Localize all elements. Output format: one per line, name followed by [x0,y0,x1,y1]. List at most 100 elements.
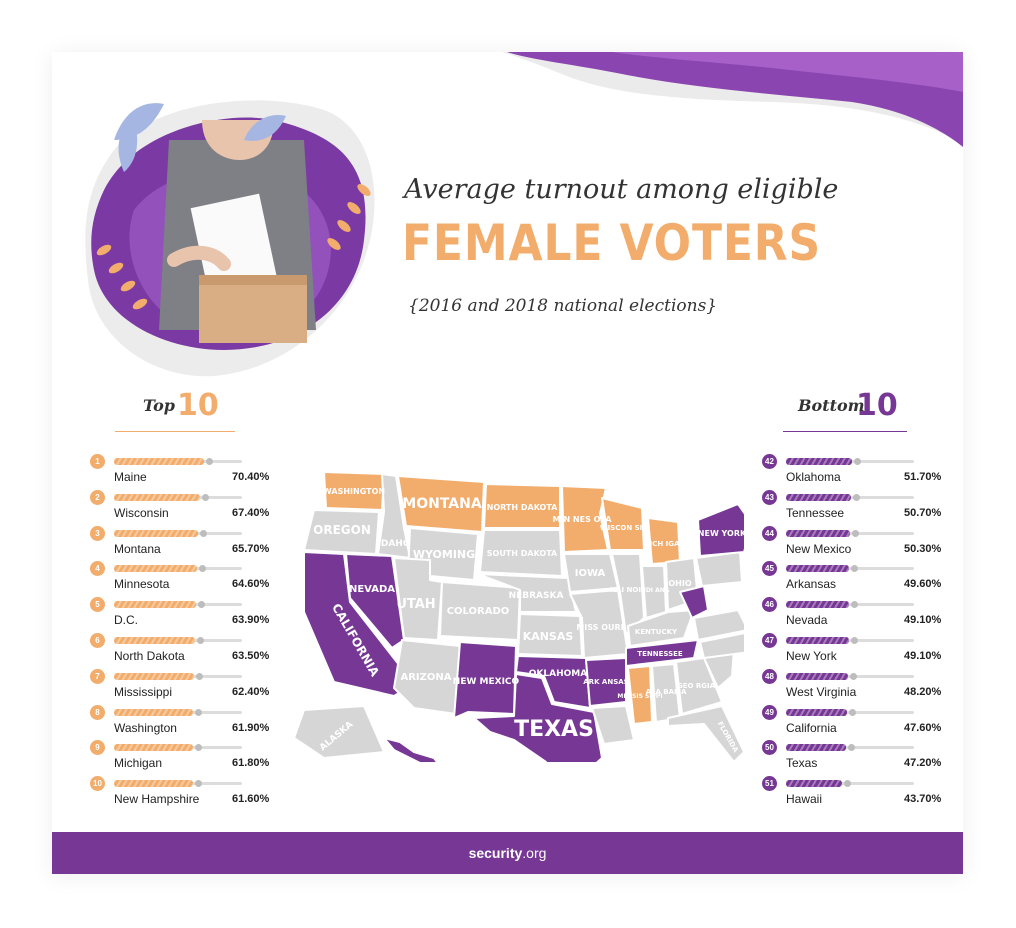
top10-value-label: 63.90% [232,614,270,627]
top10-state-name: North Dakota [114,649,185,663]
top10-row: 9 Michigan 61.80% [90,740,269,776]
top10-state-name: Montana [114,541,161,556]
top10-rank-badge: 10 [90,776,105,792]
top10-rank-badge: 6 [90,633,105,648]
bottom10-bar [786,637,849,644]
bottom10-bar [786,708,847,716]
state-north-dakota [483,483,561,529]
bottom10-state-name: Nevada [786,613,828,628]
top10-bar-knob [195,672,203,680]
state-alaska [293,705,385,759]
bottom10-bar-knob [852,493,860,501]
bottom10-heading: Bottom 10 [783,388,907,432]
label-missouri: MISS OURI [576,623,623,632]
top10-bar [114,601,196,609]
bottom10-bar-knob [848,708,856,716]
top10-row: 8 Washington 61.90% [90,704,269,741]
bottom10-row: 44 New Mexico 50.30% [762,525,941,562]
bottom10-value-label: 43.70% [904,793,942,806]
label-georgia: GEO RGIA [677,682,716,690]
label-utah: UTAH [396,597,435,612]
top10-bar [114,672,194,680]
label-south-dakota: SOUTH DAKOTA [487,549,558,558]
state-kentucky [627,609,695,647]
state-montana [397,475,485,533]
state-minnesota [561,485,609,553]
state-nebraska [477,573,577,613]
top10-row: 6 North Dakota 63.50% [90,633,269,669]
bottom10-bar [786,672,848,680]
bottom10-state-name: Arkansas [786,577,837,592]
bottom10-state-name: Texas [786,756,818,771]
bottom10-value-label: 47.20% [904,757,942,770]
bottom10-rank-badge: 46 [762,597,777,613]
bottom10-bar-track [786,565,914,573]
bottom10-bar [786,458,853,465]
bottom10-bar [786,565,850,573]
label-nevada: NEVADA [349,584,395,595]
top10-bar-track [114,493,242,501]
state-kansas [517,613,583,657]
bottom10-bar-knob [848,744,856,752]
top10-bar-knob [198,565,206,573]
bottom10-value-label: 47.60% [904,721,942,734]
bottom10-bar-knob [850,637,858,644]
title-line1: Average turnout among eligible [404,174,839,205]
label-washington: WASHINGTON [323,487,385,496]
top10-value-label: 62.40% [232,685,270,698]
label-tennessee: TENNESSEE [637,650,683,658]
top10-state-name: Mississippi [114,684,173,699]
label-kentucky: KENTUCKY [635,628,678,636]
top10-state-name: Minnesota [114,577,170,592]
top10-row: 4 Minnesota 64.60% [90,561,269,597]
bottom10-state-name: Hawaii [786,792,823,807]
top10-rank-badge: 7 [90,668,105,684]
bottom10-row: 50 Texas 47.20% [762,740,941,776]
bottom10-row: 49 California 47.60% [762,704,941,741]
label-arizona: ARIZONA [400,672,451,683]
bottom10-bar [786,744,847,752]
label-oregon: OREGON [313,523,371,537]
footer-bar: security.org [52,832,963,874]
bottom10-bar [786,493,851,501]
bottom10-bar-track [786,493,914,501]
state-pennsylvania [695,551,743,587]
state-mississippi [627,665,653,725]
bottom10-bar-track [786,672,914,680]
top10-bar-track [114,672,242,680]
top10-bar-track [114,637,242,644]
label-michigan: MICH IGAN [643,540,686,548]
top10-rank-badge: 8 [90,704,105,720]
bottom10-rank-badge: 51 [762,776,777,792]
top10-bar [114,529,199,537]
label-wisconsin: WISCON SIN [600,524,648,532]
label-oklahoma: OKLAHOMA [529,669,587,679]
label-colorado: COLORADO [447,606,510,617]
bottom10-bar-knob [843,780,851,788]
label-wyoming: WYOMING [413,548,475,561]
top10-bar [114,708,194,716]
state-georgia [675,657,723,715]
bottom10-value-label: 48.20% [904,685,942,698]
bottom10-bar-track [786,637,914,644]
label-iowa: IOWA [575,568,606,579]
state-missouri [569,589,629,659]
top10-state-name: New Hampshire [114,792,200,807]
top10-row: 10 New Hampshire 61.60% [90,776,269,812]
bottom10-rank-badge: 48 [762,668,777,684]
top10-value-label: 67.40% [232,506,270,519]
state-texas [473,673,603,762]
bottom10-bar [786,529,851,537]
brand-logo: security.org [52,832,963,874]
state-virginia [693,609,744,641]
state-new-york [697,503,744,557]
bottom10-rank-badge: 43 [762,489,777,505]
bottom10-bar [786,780,842,788]
top10-state-name: D.C. [114,613,138,628]
top10-word: Top [143,396,175,415]
state-arizona [393,639,461,715]
bottom10-rank-badge: 49 [762,704,777,720]
bottom10-rank-badge: 42 [762,454,777,469]
state-louisiana [591,705,635,745]
top10-bar-track [114,601,242,609]
